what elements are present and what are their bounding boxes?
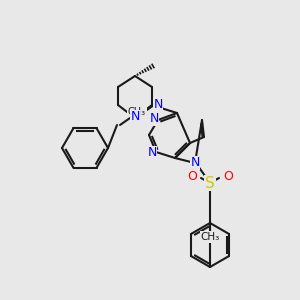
Text: N: N <box>149 112 159 125</box>
Text: O: O <box>223 169 233 182</box>
Text: CH₃: CH₃ <box>200 232 220 242</box>
Text: N: N <box>190 157 200 169</box>
Polygon shape <box>152 103 161 107</box>
Text: N: N <box>130 110 140 124</box>
Text: CH₃: CH₃ <box>128 107 146 117</box>
Text: O: O <box>187 169 197 182</box>
Text: N: N <box>153 98 163 112</box>
Text: N: N <box>147 146 157 160</box>
Text: S: S <box>205 176 215 190</box>
